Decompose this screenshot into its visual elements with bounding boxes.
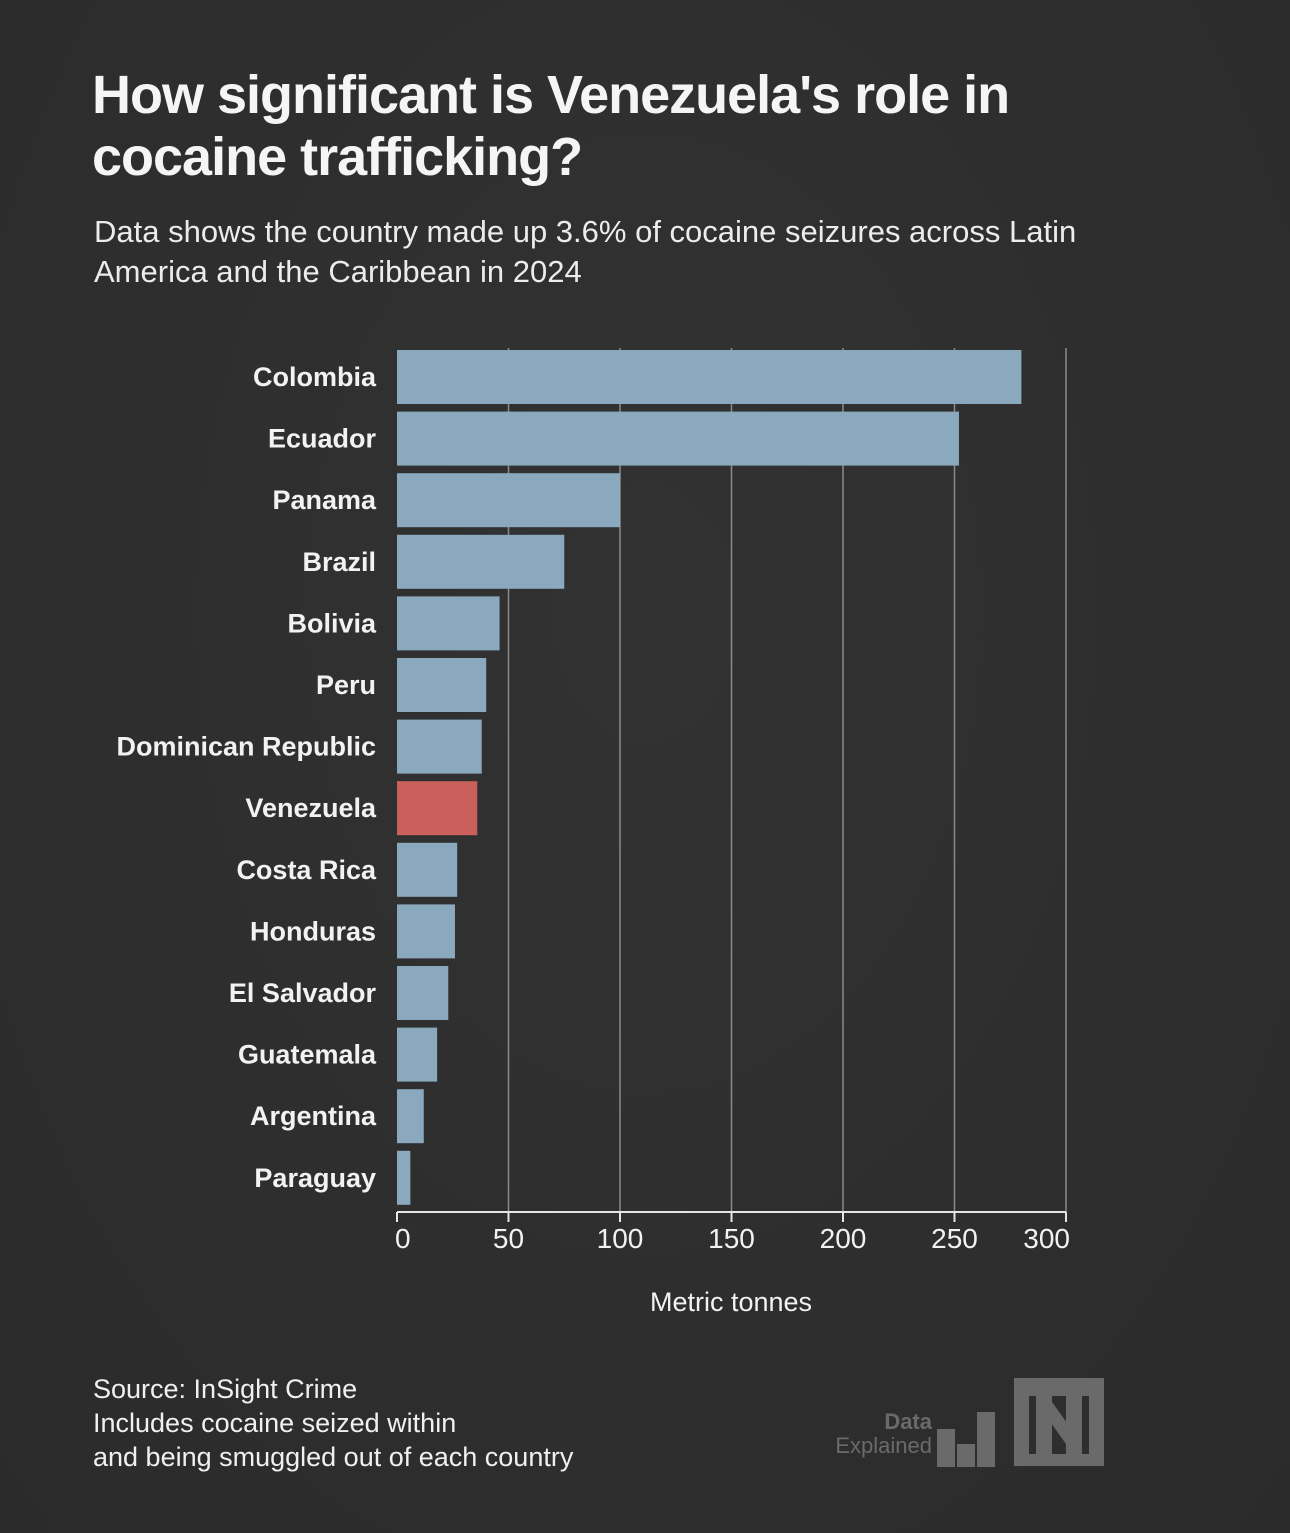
source-note: Source: InSight Crime <box>93 1374 358 1404</box>
category-label: Dominican Republic <box>116 732 376 762</box>
category-label: Peru <box>316 670 376 700</box>
bar-dominican-republic <box>397 719 482 774</box>
category-label: Venezuela <box>245 793 377 823</box>
x-tick-label: 250 <box>931 1223 978 1254</box>
x-tick-label: 200 <box>820 1223 867 1254</box>
category-label: Panama <box>272 485 377 515</box>
chart-subtitle: Data shows the country made up 3.6% of c… <box>94 214 1077 289</box>
category-label: Bolivia <box>287 608 377 638</box>
x-tick-label: 100 <box>597 1223 644 1254</box>
bar-el-salvador <box>397 966 449 1020</box>
bar-panama <box>397 473 620 528</box>
x-tick-label: 0 <box>395 1223 411 1254</box>
category-label: Honduras <box>250 916 376 946</box>
bar-paraguay <box>397 1150 411 1205</box>
category-label: Guatemala <box>238 1040 377 1070</box>
bar-costa-rica <box>397 842 458 897</box>
bar-bolivia <box>397 596 500 651</box>
logo-text-data: Data <box>884 1409 932 1434</box>
category-label: Costa Rica <box>236 855 377 885</box>
bars <box>397 350 1022 1205</box>
category-label: Brazil <box>302 547 376 577</box>
x-tick-label: 50 <box>493 1223 524 1254</box>
bar-brazil <box>397 534 565 589</box>
x-tick-label: 150 <box>708 1223 755 1254</box>
bar-peru <box>397 658 487 712</box>
category-labels: Colombia Ecuador Panama Brazil Bolivia Peru Do… <box>116 362 377 1193</box>
logo-text-explained: Explained <box>835 1433 932 1458</box>
category-label: El Salvador <box>229 978 377 1008</box>
bar-chart-n-logo-icon <box>937 1378 1104 1467</box>
methodology-note-line-2: and being smuggled out of each country <box>93 1442 574 1472</box>
category-label: Ecuador <box>268 424 377 454</box>
bar-venezuela <box>397 781 478 836</box>
x-axis: 0 50 100 150 200 250 300 <box>395 1211 1070 1254</box>
methodology-note-line-1: Includes cocaine seized within <box>93 1408 457 1438</box>
x-tick-label: 300 <box>1023 1223 1070 1254</box>
bar-argentina <box>397 1089 424 1144</box>
category-label: Argentina <box>250 1101 377 1131</box>
bar-guatemala <box>397 1027 438 1082</box>
bar-colombia <box>397 350 1022 404</box>
bar-ecuador <box>397 411 959 466</box>
category-label: Paraguay <box>254 1163 376 1193</box>
data-explained-logo: Data Explained <box>820 1374 1110 1474</box>
footer: Source: InSight Crime Includes cocaine s… <box>93 1372 573 1474</box>
chart-title: How significant is Venezuela's role in c… <box>92 65 1010 187</box>
bar-chart: Colombia Ecuador Panama Brazil Bolivia Peru Do… <box>116 348 1070 1317</box>
category-label: Colombia <box>253 362 377 392</box>
bar-honduras <box>397 904 455 959</box>
x-axis-title: Metric tonnes <box>650 1287 812 1317</box>
